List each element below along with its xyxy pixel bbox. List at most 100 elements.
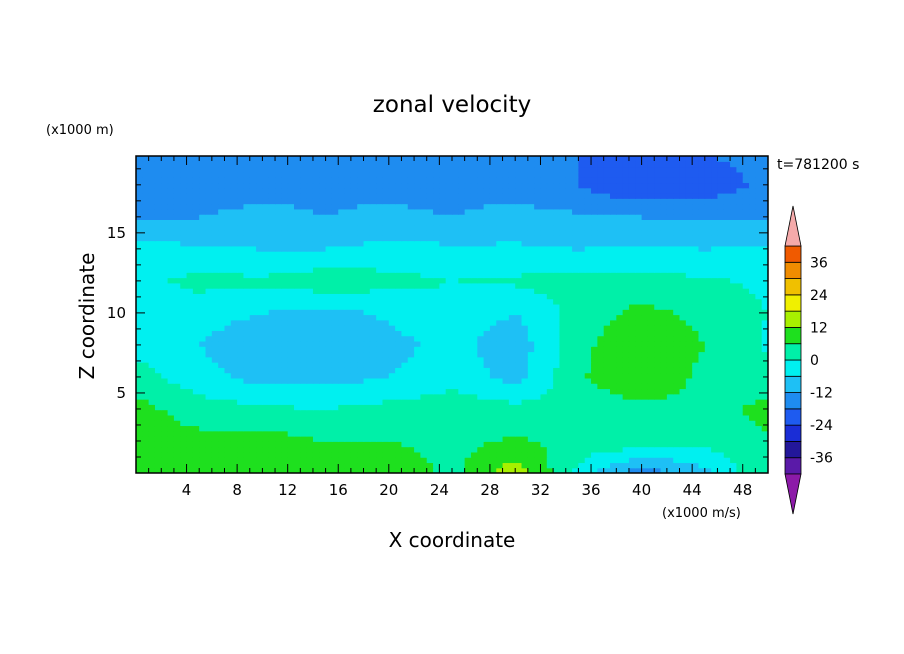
field-cell (192, 441, 200, 448)
field-cell (717, 414, 725, 421)
field-cell (281, 409, 289, 416)
field-cell (755, 319, 763, 326)
field-cell (508, 362, 516, 368)
field-cell (508, 457, 516, 464)
field-cell (167, 303, 175, 310)
field-cell (464, 462, 472, 469)
field-cell (483, 388, 491, 395)
field-cell (407, 288, 415, 294)
field-cell (426, 256, 434, 263)
field-cell (439, 425, 447, 432)
field-cell (325, 377, 333, 384)
field-cell (306, 446, 314, 453)
field-cell (470, 441, 478, 448)
field-cell (180, 367, 188, 374)
field-cell (464, 409, 472, 416)
field-cell (420, 399, 428, 405)
field-cell (660, 351, 668, 358)
field-cell (654, 425, 662, 432)
field-cell (464, 240, 472, 247)
field-cell (388, 462, 396, 469)
field-cell (382, 372, 390, 379)
field-cell (666, 298, 674, 305)
field-cell (401, 430, 409, 437)
field-cell (704, 272, 712, 279)
field-cell (616, 351, 624, 358)
field-cell (660, 430, 668, 437)
field-cell (736, 288, 744, 294)
field-cell (357, 256, 365, 263)
field-cell (439, 208, 447, 215)
field-cell (565, 356, 573, 363)
field-cell (742, 457, 750, 464)
field-cell (136, 266, 143, 273)
field-cell (452, 462, 459, 469)
field-cell (401, 325, 409, 331)
field-cell (521, 251, 529, 257)
field-cell (199, 277, 207, 284)
field-cell (142, 319, 150, 326)
field-cell (407, 467, 415, 473)
field-cell (319, 214, 327, 220)
field-cell (654, 219, 662, 226)
field-cell (161, 441, 169, 448)
field-cell (243, 404, 251, 411)
field-cell (723, 272, 731, 279)
field-cell (685, 409, 693, 416)
field-cell (685, 446, 693, 453)
field-cell (521, 330, 529, 337)
field-cell (211, 420, 219, 427)
field-cell (211, 293, 219, 300)
field-cell (306, 319, 314, 326)
field-cell (641, 288, 649, 294)
field-cell (458, 377, 466, 384)
field-cell (388, 377, 396, 384)
field-cell (161, 303, 169, 310)
field-cell (521, 399, 529, 405)
field-cell (673, 404, 681, 411)
field-cell (458, 272, 466, 279)
field-cell (736, 377, 744, 384)
field-cell (591, 319, 598, 326)
field-cell (319, 346, 327, 353)
field-cell (685, 282, 693, 289)
field-cell (742, 256, 750, 263)
field-cell (521, 272, 529, 279)
field-cell (388, 219, 396, 226)
field-cell (382, 229, 390, 236)
field-cell (521, 383, 529, 390)
field-cell (167, 214, 175, 220)
field-cell (142, 251, 150, 257)
field-cell (692, 362, 700, 368)
field-cell (458, 266, 466, 273)
field-cell (420, 261, 428, 268)
field-cell (312, 436, 320, 442)
field-cell (515, 277, 523, 284)
field-cell (546, 425, 554, 432)
field-cell (369, 346, 377, 353)
field-cell (331, 404, 339, 411)
field-cell (230, 240, 238, 247)
field-cell (237, 325, 245, 331)
field-cell (407, 330, 415, 337)
field-cell (230, 251, 238, 257)
field-cell (565, 314, 573, 321)
field-cell (388, 346, 396, 353)
field-cell (464, 393, 472, 400)
field-cell (635, 261, 643, 268)
field-cell (243, 325, 251, 331)
field-cell (344, 282, 352, 289)
field-cell (173, 235, 181, 242)
field-cell (439, 351, 447, 358)
field-cell (136, 251, 143, 257)
field-cell (287, 414, 295, 421)
field-cell (483, 224, 491, 231)
field-cell (654, 314, 662, 321)
field-cell (755, 314, 763, 321)
field-cell (338, 330, 346, 337)
field-cell (717, 288, 725, 294)
field-cell (660, 451, 668, 458)
field-cell (445, 314, 453, 321)
field-cell (401, 356, 409, 363)
field-cell (527, 245, 535, 252)
